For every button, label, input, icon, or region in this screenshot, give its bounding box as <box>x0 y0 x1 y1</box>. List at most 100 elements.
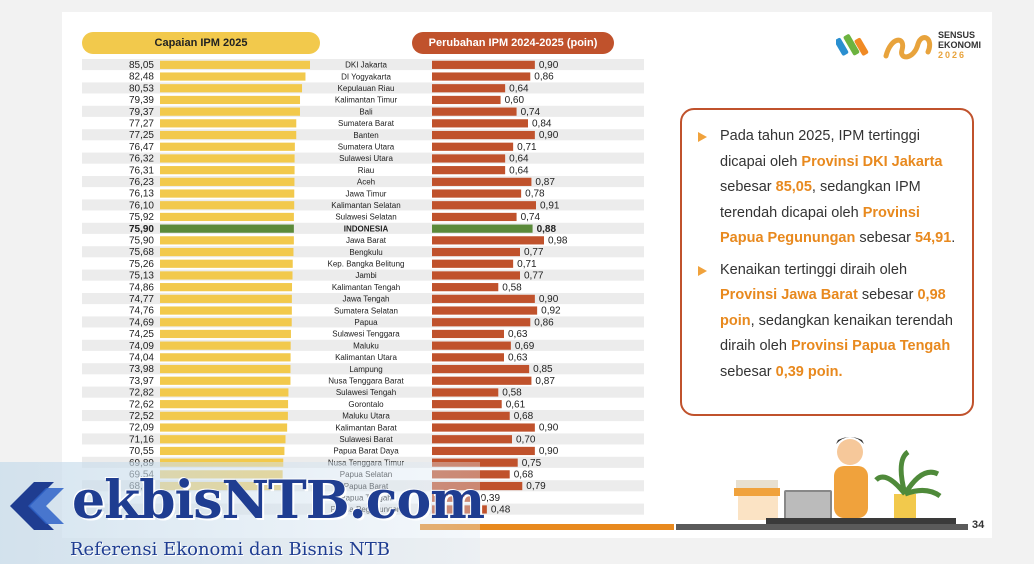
bar-perubahan <box>432 271 520 280</box>
bar-ipm-2025 <box>160 329 291 339</box>
label-perubahan: 0,69 <box>515 341 535 352</box>
row-band <box>82 140 644 152</box>
row-band <box>82 117 644 129</box>
category-label: Sulawesi Tengah <box>336 388 396 397</box>
row-band <box>82 374 644 386</box>
row-band <box>82 176 644 188</box>
category-label: Kalimantan Selatan <box>331 201 400 210</box>
category-label: Papua Barat Daya <box>333 447 399 456</box>
label-perubahan: 0,61 <box>506 399 526 410</box>
label-ipm-2025: 74,77 <box>129 294 154 305</box>
label-perubahan: 0,68 <box>514 470 534 481</box>
bar-ipm-2025 <box>160 166 295 175</box>
label-perubahan: 0,90 <box>539 130 559 141</box>
bullet-triangle-icon <box>698 132 707 142</box>
row-band <box>82 152 644 164</box>
category-label: Sulawesi Utara <box>339 154 393 163</box>
bar-ipm-2025 <box>160 341 291 350</box>
label-perubahan: 0,71 <box>517 142 537 153</box>
category-label: DI Yogyakarta <box>341 72 391 81</box>
label-perubahan: 0,58 <box>502 388 522 399</box>
summary-segment: , sedangkan IPM terendah dicapai oleh <box>720 179 921 221</box>
bar-perubahan <box>432 329 504 339</box>
book-stack-icon <box>734 488 780 496</box>
label-ipm-2025: 70,55 <box>129 446 154 457</box>
bar-perubahan <box>432 423 535 432</box>
label-perubahan: 0,63 <box>508 329 528 340</box>
bar-ipm-2025 <box>160 411 288 420</box>
bar-perubahan <box>432 154 506 163</box>
bar-ipm-2025 <box>160 107 300 116</box>
row-band <box>82 82 644 94</box>
label-ipm-2025: 76,32 <box>129 154 154 165</box>
category-label: Kalimantan Tengah <box>332 283 400 292</box>
row-band <box>82 351 644 363</box>
label-ipm-2025: 85,05 <box>129 60 154 71</box>
bar-perubahan <box>432 212 517 222</box>
label-perubahan: 0,90 <box>539 423 559 434</box>
highlight-text: Provinsi Papua Tengah <box>790 338 951 354</box>
highlight-text: 0,39 poin. <box>775 363 843 380</box>
highlight-text: Provinsi Papua Pegunungan <box>720 204 920 247</box>
plant-icon <box>874 449 942 518</box>
label-perubahan: 0,58 <box>502 282 522 293</box>
label-perubahan: 0,78 <box>525 189 545 200</box>
label-ipm-2025: 74,09 <box>129 341 154 352</box>
label-perubahan: 0,85 <box>533 364 553 375</box>
label-perubahan: 0,92 <box>541 306 561 317</box>
bar-perubahan <box>432 411 510 420</box>
bar-perubahan <box>432 283 499 292</box>
category-label: Maluku Utara <box>342 412 390 421</box>
summary-segment: sebesar <box>855 230 915 246</box>
label-ipm-2025: 74,69 <box>129 317 154 328</box>
label-perubahan: 0,70 <box>516 434 536 445</box>
bar-perubahan <box>432 376 532 385</box>
bar-ipm-2025 <box>160 212 294 222</box>
bar-perubahan <box>432 224 533 233</box>
label-perubahan: 0,77 <box>524 271 544 282</box>
row-band <box>82 445 644 457</box>
category-label: DKI Jakarta <box>345 61 387 70</box>
label-ipm-2025: 72,62 <box>129 399 154 410</box>
row-band <box>82 234 644 246</box>
bar-ipm-2025 <box>160 306 292 315</box>
bar-perubahan <box>432 107 517 116</box>
category-label: Jawa Timur <box>346 189 387 198</box>
category-label: Riau <box>358 166 374 175</box>
bar-perubahan <box>432 236 544 245</box>
row-band <box>82 257 644 269</box>
bar-perubahan <box>432 341 511 350</box>
label-ipm-2025: 82,48 <box>129 72 154 83</box>
label-ipm-2025: 74,04 <box>129 353 154 364</box>
label-perubahan: 0,84 <box>532 119 552 130</box>
category-label: Sumatera Utara <box>338 143 395 152</box>
label-ipm-2025: 75,92 <box>129 212 154 223</box>
person-icon <box>837 439 863 465</box>
row-band <box>82 304 644 316</box>
label-perubahan: 0,74 <box>521 107 541 118</box>
bar-perubahan <box>432 119 528 128</box>
row-band <box>82 316 644 328</box>
bar-ipm-2025 <box>160 142 295 151</box>
summary-segment: Kenaikan tertinggi diraih oleh <box>720 261 908 278</box>
summary-segment: sebesar <box>720 179 776 195</box>
bar-perubahan <box>432 166 506 175</box>
category-label: Bali <box>359 107 373 116</box>
label-ipm-2025: 75,26 <box>129 259 154 270</box>
label-perubahan: 0,88 <box>537 224 557 235</box>
label-ipm-2025: 75,90 <box>129 224 154 235</box>
watermark-subtitle: Referensi Ekonomi dan Bisnis NTB <box>70 539 391 560</box>
category-label: Maluku <box>353 341 379 350</box>
footer-bar-gray <box>676 524 968 530</box>
category-label: Sumatera Selatan <box>334 306 398 315</box>
summary-segment: Pada tahun 2025, IPM tertinggi dicapai o… <box>720 128 920 170</box>
row-band <box>82 421 644 433</box>
row-band <box>82 164 644 176</box>
bar-perubahan <box>432 400 502 409</box>
bar-perubahan <box>432 318 531 327</box>
bar-perubahan <box>432 259 514 268</box>
bar-ipm-2025 <box>160 201 295 210</box>
category-label: Sulawesi Selatan <box>335 213 396 222</box>
category-label: Sulawesi Barat <box>339 435 393 444</box>
logo-line1: SENSUS <box>938 30 976 40</box>
